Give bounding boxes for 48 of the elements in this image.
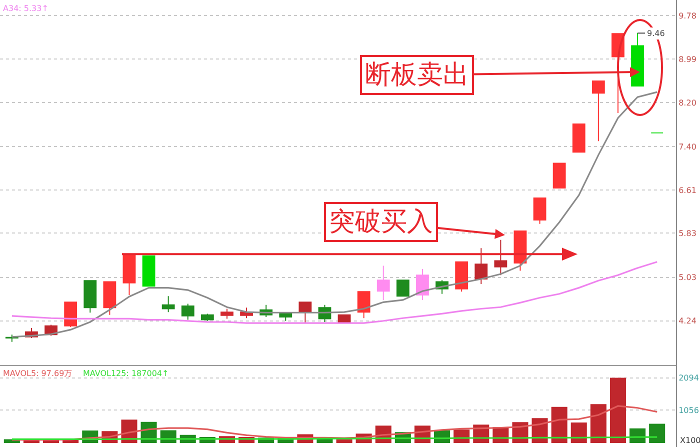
text: X100 [680,436,700,445]
bar [570,422,587,443]
bar [610,378,626,443]
annotation: 9.46 [647,29,665,38]
y-tick-label: 8.20 [678,98,696,108]
candlestick [455,261,468,292]
bar [649,424,666,443]
bar [551,406,568,443]
y-tick-label: 8.99 [678,54,696,64]
candlestick [220,308,234,320]
candlestick [200,313,214,322]
candlestick [64,302,78,328]
candlestick [396,280,410,297]
y-tick-label: 6.61 [678,186,696,196]
candlestick [84,280,97,314]
bar [590,404,606,443]
line-series [11,91,658,338]
candlestick [631,32,644,87]
line-series [11,261,658,324]
candlestick [298,302,312,324]
y-tick-label: 5.83 [678,229,696,238]
candlestick [376,265,390,300]
candlestick [592,80,605,142]
candlestick [572,124,586,153]
y-tick-label: 5.03 [678,273,696,282]
candlestick [103,281,116,316]
line-series [11,405,658,441]
y-tick-label: 4.24 [678,316,696,326]
candlestick [416,268,429,300]
text: MAVOL125: 187004↑ [83,369,169,378]
annotation: 突破买入 [329,207,433,237]
annotation: 断板卖出 [365,60,469,90]
candlestick [474,248,488,284]
candlestick [338,314,351,324]
y-tick-label: 7.40 [678,142,696,152]
text: A34: 5.33↑ [3,4,48,13]
candlestick [533,197,546,224]
candlestick [122,254,136,296]
candlestick [552,162,566,189]
candlestick [162,296,175,313]
candlestick [142,255,156,287]
y-tick-label: 2094 [678,374,699,383]
text: MAVOL5: 97.69万 [3,369,72,378]
candlestick [357,291,370,319]
y-tick-label: 9.78 [678,11,696,20]
candlestick [494,239,508,276]
candlestick [181,303,194,320]
y-tick-label: 1056 [678,406,699,415]
